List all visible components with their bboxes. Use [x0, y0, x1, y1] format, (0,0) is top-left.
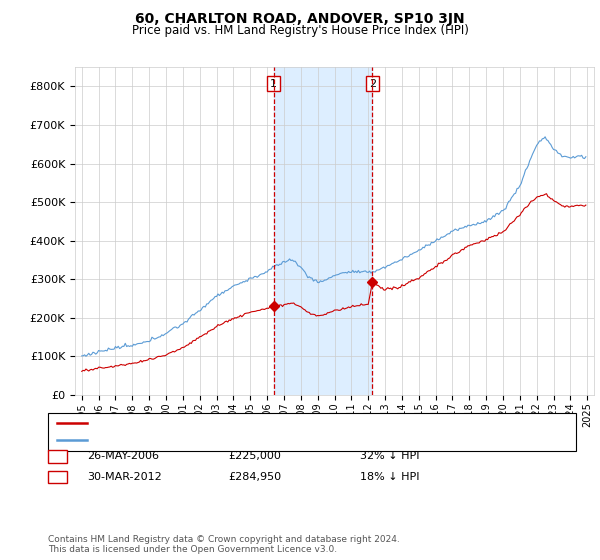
- Text: 1: 1: [270, 78, 277, 88]
- Text: 2: 2: [54, 472, 61, 482]
- Text: Contains HM Land Registry data © Crown copyright and database right 2024.
This d: Contains HM Land Registry data © Crown c…: [48, 535, 400, 554]
- Text: £225,000: £225,000: [228, 451, 281, 461]
- Text: Price paid vs. HM Land Registry's House Price Index (HPI): Price paid vs. HM Land Registry's House …: [131, 24, 469, 37]
- Text: 60, CHARLTON ROAD, ANDOVER, SP10 3JN (detached house): 60, CHARLTON ROAD, ANDOVER, SP10 3JN (de…: [93, 418, 409, 428]
- Text: 1: 1: [54, 451, 61, 461]
- Text: 30-MAR-2012: 30-MAR-2012: [87, 472, 162, 482]
- Text: 18% ↓ HPI: 18% ↓ HPI: [360, 472, 419, 482]
- Text: £284,950: £284,950: [228, 472, 281, 482]
- Bar: [274, 67, 372, 395]
- Text: 2: 2: [368, 78, 376, 88]
- Text: 60, CHARLTON ROAD, ANDOVER, SP10 3JN: 60, CHARLTON ROAD, ANDOVER, SP10 3JN: [135, 12, 465, 26]
- Text: HPI: Average price, detached house, Test Valley: HPI: Average price, detached house, Test…: [93, 435, 341, 445]
- Text: 26-MAY-2006: 26-MAY-2006: [87, 451, 159, 461]
- Text: 32% ↓ HPI: 32% ↓ HPI: [360, 451, 419, 461]
